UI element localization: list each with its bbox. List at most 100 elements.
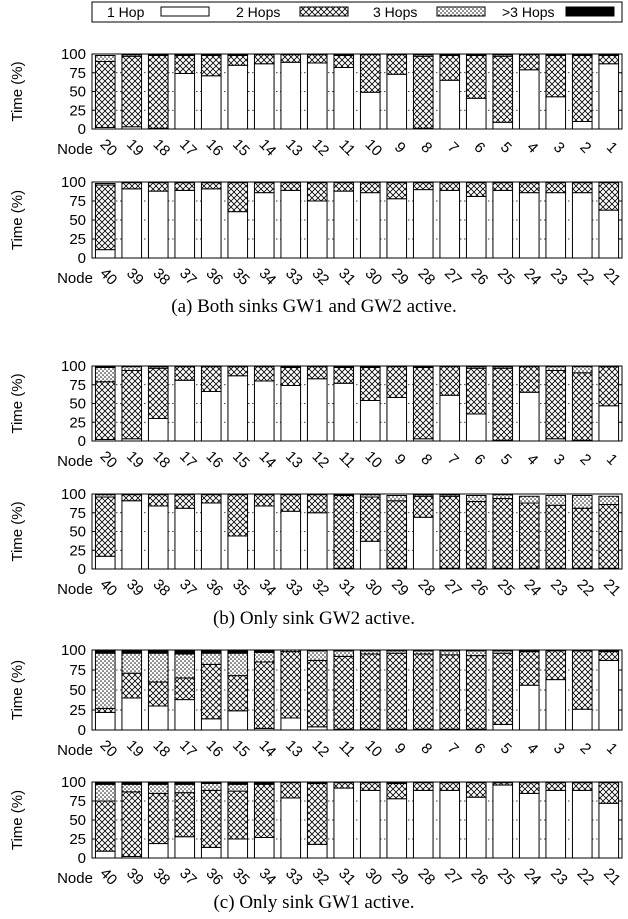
x-tick-label: 23 [547, 265, 571, 289]
y-axis-label: Time (%) [9, 373, 26, 433]
plot-frame [91, 781, 623, 859]
bar-segment-1hop [518, 69, 540, 130]
bar-segment-2hops [545, 55, 567, 98]
bar-segment-3hops [174, 650, 196, 655]
x-tick-label: 24 [521, 265, 545, 289]
legend-swatch-2hops [299, 6, 349, 17]
bar-segment-2hops [518, 182, 540, 194]
bar-segment-2hops [333, 782, 355, 789]
bar-segment-1hop [386, 73, 408, 130]
bar-segment-1hop [147, 190, 169, 259]
bar-segment-2hops [200, 182, 222, 190]
bar-segment-1hop [200, 75, 222, 130]
caption-c: (c) Only sink GW1 active. [213, 892, 414, 913]
x-tick-label: 31 [335, 865, 359, 889]
bar-segment-2hops [253, 366, 275, 382]
bar-segment-3hops [545, 366, 567, 371]
bar-segment-2hops [253, 783, 275, 838]
bar-segment-3hops [94, 783, 116, 802]
x-tick-label: 23 [547, 865, 571, 889]
bar-segment-2hops [518, 782, 540, 794]
x-tick-label: 39 [123, 865, 147, 889]
bar-segment-1hop [518, 192, 540, 259]
bar-segment-1hop [200, 718, 222, 731]
bar-segment-1hop [227, 535, 249, 570]
bar-segment-2hops [518, 502, 540, 569]
bar-segment-3hops [94, 55, 116, 62]
bar-segment-3hops [121, 54, 143, 57]
bar-segment-3hops [94, 782, 116, 785]
x-tick-label: 8 [417, 451, 435, 469]
bar-segment-1hop [386, 798, 408, 859]
plot-frame [91, 53, 623, 130]
bar-segment-2hops [121, 672, 143, 699]
bar-segment-1hop [359, 91, 381, 130]
bar-segment-2hops [147, 494, 169, 507]
bar-segment-2hops [280, 54, 302, 63]
bar-segment-1hop [147, 705, 169, 731]
bar-segment-1hop [174, 507, 196, 570]
x-tick-label: 38 [150, 576, 174, 600]
bar-segment-1hop [280, 189, 302, 259]
bar-segment-1hop [598, 659, 620, 731]
bar-segment-2hops [306, 182, 328, 202]
bar-segment-1hop [280, 797, 302, 859]
y-tick-label: 25 [69, 702, 86, 719]
x-tick-label: 29 [388, 865, 412, 889]
bar-segment-1hop [280, 61, 302, 130]
bar-segment-3hops [439, 54, 461, 56]
bar-segment-2hops [412, 782, 434, 791]
bar-segment-2hops [386, 783, 408, 800]
x-tick-label: 21 [600, 865, 624, 889]
y-tick-label: 0 [78, 250, 86, 267]
x-axis-label: Node [57, 270, 93, 287]
bar-segment-1hop [147, 505, 169, 570]
bar-segment-2hops [571, 55, 593, 122]
bar-segment-3hops [492, 494, 514, 499]
x-tick-label: 27 [441, 265, 465, 289]
bar-segment-3hops [412, 366, 434, 368]
bar-segment-2hops [227, 790, 249, 840]
bar-segment-3hops [571, 495, 593, 509]
legend-label-more-hops: >3 Hops [502, 4, 555, 20]
bar-segment-3hops [227, 652, 249, 677]
x-tick-label: 28 [415, 576, 439, 600]
bar-segment-1hop [253, 380, 275, 442]
bar-segment-1hop [306, 843, 328, 859]
bar-segment-1hop [333, 67, 355, 130]
bar-segment-2hops [598, 782, 620, 804]
x-tick-label: 39 [123, 576, 147, 600]
x-tick-label: 37 [176, 576, 200, 600]
x-tick-label: 37 [176, 865, 200, 889]
bar-segment-1hop [571, 121, 593, 130]
bar-segment-2hops [280, 782, 302, 799]
x-tick-label: 38 [150, 265, 174, 289]
bar-segment-2hops [386, 652, 408, 730]
y-tick-label: 25 [69, 102, 86, 119]
bar-segment-1hop [306, 378, 328, 442]
x-tick-label: 14 [256, 448, 280, 472]
bar-segment-3hops [94, 367, 116, 383]
x-tick-label: 9 [391, 740, 409, 758]
y-tick-label: 0 [78, 722, 86, 739]
bar-segment-2hops [306, 494, 328, 514]
bar-segment-3hops [121, 783, 143, 793]
bar-segment-3hops [253, 782, 275, 785]
bar-segment-1hop [306, 512, 328, 570]
bar-segment-1hop [174, 189, 196, 259]
x-tick-label: 31 [335, 576, 359, 600]
bar-segment-3hops [227, 783, 249, 792]
bar-segment-2hops [147, 367, 169, 419]
x-tick-label: 14 [256, 737, 280, 761]
bar-segment-2hops [359, 54, 381, 93]
y-tick-label: 100 [61, 642, 86, 659]
bar-segment-1hop [571, 789, 593, 859]
x-tick-label: 4 [523, 740, 541, 758]
bar-segment-1hop [253, 63, 275, 130]
x-tick-label: 1 [603, 451, 621, 469]
bar-segment-1hop [359, 400, 381, 442]
bar-segment-2hops [121, 494, 143, 502]
bar-segment-2hops [359, 782, 381, 791]
bar-segment-3hops [94, 183, 116, 186]
